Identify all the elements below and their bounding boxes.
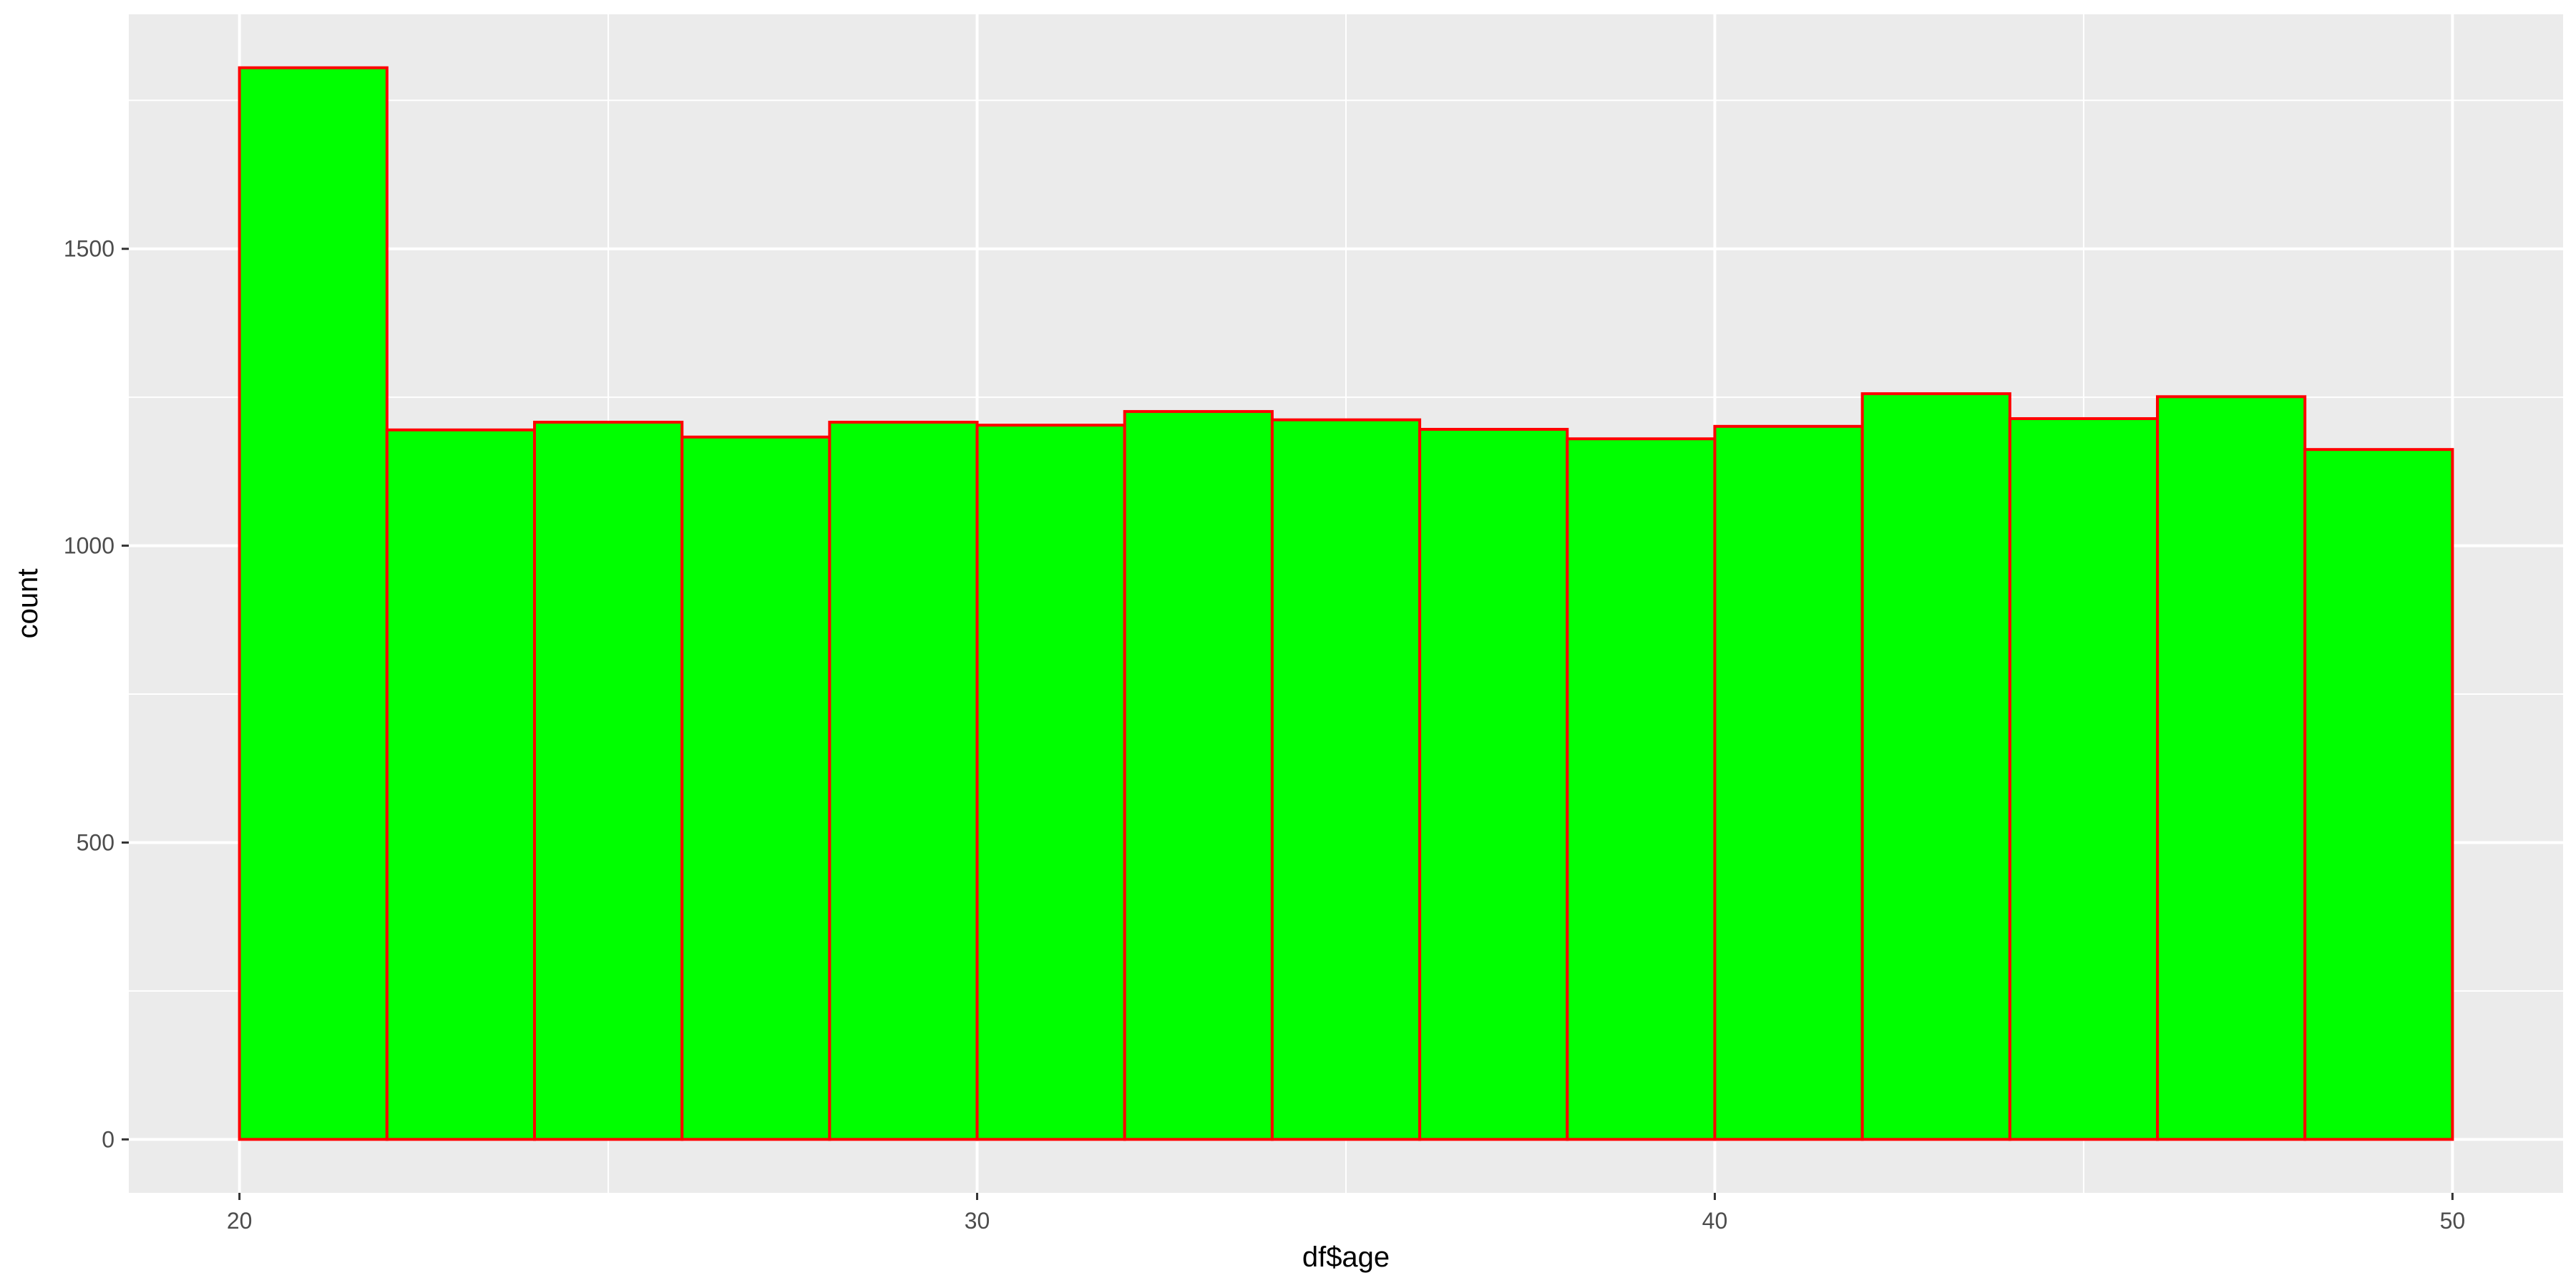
histogram-bar — [238, 66, 389, 1141]
x-tick-label: 40 — [1702, 1208, 1728, 1234]
y-axis-title: count — [12, 569, 44, 639]
x-tick-label: 20 — [227, 1208, 253, 1234]
y-tick-label: 1500 — [64, 236, 114, 262]
histogram-bar — [1123, 410, 1274, 1141]
histogram-bar — [2156, 395, 2307, 1141]
histogram-bar — [1418, 427, 1569, 1141]
x-tick-label: 30 — [965, 1208, 990, 1234]
x-tick-label: 50 — [2440, 1208, 2466, 1234]
histogram-bar — [680, 435, 831, 1141]
histogram-bar — [975, 424, 1126, 1141]
histogram-bar — [533, 421, 684, 1141]
histogram-bar — [1713, 424, 1864, 1141]
histogram-bar — [2008, 417, 2159, 1141]
y-tick-label: 500 — [77, 829, 114, 855]
x-axis: 20 30 40 50 — [227, 1193, 2465, 1234]
bars — [238, 66, 2454, 1141]
histogram-bar — [1566, 437, 1717, 1141]
histogram-bar — [2303, 448, 2454, 1141]
histogram-bar — [828, 421, 979, 1141]
y-axis: 0 500 1000 1500 — [64, 236, 129, 1152]
histogram-bar — [1860, 392, 2011, 1141]
y-tick-label: 0 — [102, 1126, 114, 1152]
x-axis-title: df$age — [1302, 1241, 1390, 1273]
y-tick-label: 1000 — [64, 533, 114, 559]
histogram-bar — [1270, 418, 1422, 1141]
histogram-bar — [385, 428, 536, 1141]
